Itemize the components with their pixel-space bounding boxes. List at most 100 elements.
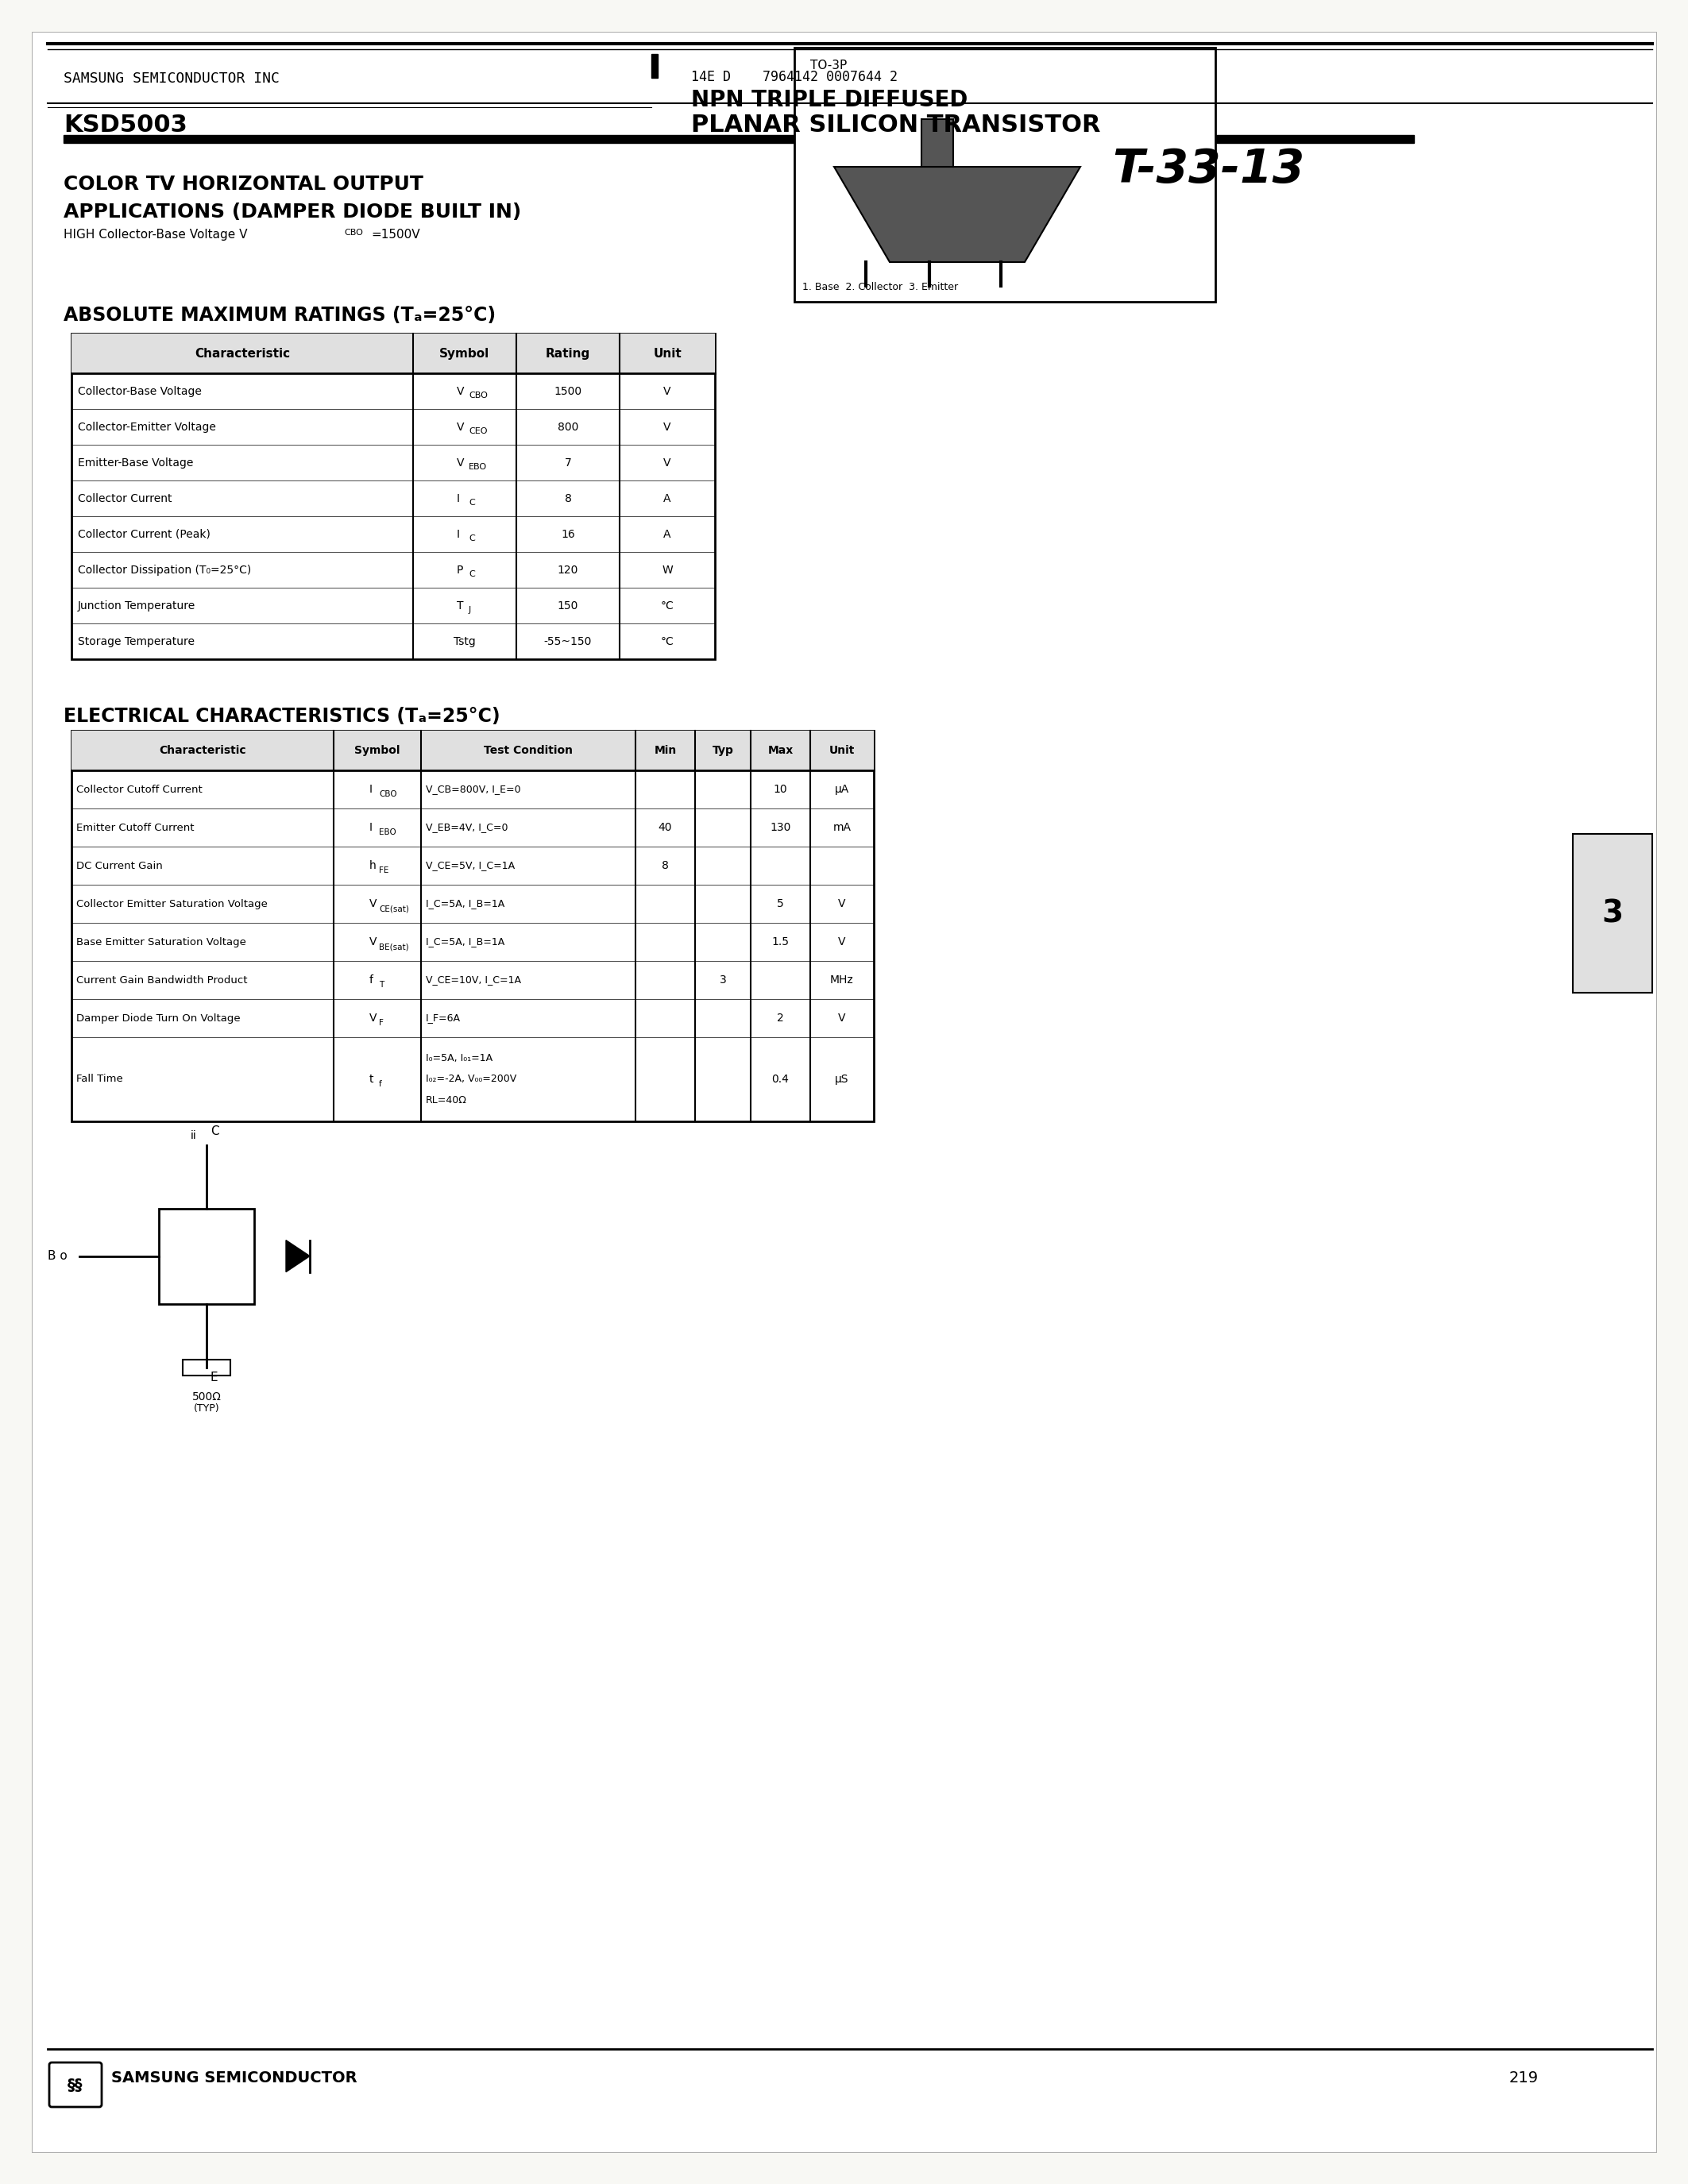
- Text: I: I: [370, 821, 373, 832]
- Text: Rating: Rating: [545, 347, 591, 360]
- Text: 130: 130: [770, 821, 792, 832]
- Text: μA: μA: [836, 784, 849, 795]
- Text: P: P: [457, 563, 464, 574]
- Text: 5: 5: [776, 898, 783, 909]
- Text: C: C: [469, 498, 474, 507]
- Text: 8: 8: [564, 494, 572, 505]
- Text: V: V: [370, 937, 376, 948]
- Polygon shape: [285, 1241, 311, 1271]
- Text: ABSOLUTE MAXIMUM RATINGS (Tₐ=25°C): ABSOLUTE MAXIMUM RATINGS (Tₐ=25°C): [64, 306, 496, 325]
- Text: V_CE=5V, I_C=1A: V_CE=5V, I_C=1A: [425, 860, 515, 871]
- Text: PLANAR SILICON TRANSISTOR: PLANAR SILICON TRANSISTOR: [690, 114, 1101, 138]
- Bar: [922, 55, 927, 79]
- Text: EBO: EBO: [378, 828, 397, 836]
- Text: Damper Diode Turn On Voltage: Damper Diode Turn On Voltage: [76, 1013, 240, 1024]
- Text: ii: ii: [191, 1129, 197, 1140]
- Text: V: V: [370, 1013, 376, 1024]
- Text: Emitter-Base Voltage: Emitter-Base Voltage: [78, 456, 194, 467]
- Text: V: V: [663, 422, 672, 432]
- Text: T: T: [378, 981, 383, 989]
- Text: Collector-Base Voltage: Collector-Base Voltage: [78, 387, 201, 397]
- Text: KSD5003: KSD5003: [64, 114, 187, 138]
- Text: 150: 150: [557, 601, 579, 612]
- Text: V: V: [663, 387, 672, 397]
- Text: HIGH Collector-Base Voltage V: HIGH Collector-Base Voltage V: [64, 229, 248, 240]
- Text: Characteristic: Characteristic: [194, 347, 290, 360]
- Bar: [1573, 834, 1653, 994]
- Text: APPLICATIONS (DAMPER DIODE BUILT IN): APPLICATIONS (DAMPER DIODE BUILT IN): [64, 203, 522, 221]
- Text: I₀₂=-2A, V₀₀=200V: I₀₂=-2A, V₀₀=200V: [425, 1075, 517, 1083]
- Text: 10: 10: [773, 784, 787, 795]
- Bar: [159, 1208, 255, 1304]
- Text: Collector Emitter Saturation Voltage: Collector Emitter Saturation Voltage: [76, 898, 268, 909]
- Bar: [71, 334, 716, 660]
- Text: W: W: [662, 563, 674, 574]
- Text: CE(sat): CE(sat): [378, 904, 408, 913]
- Text: 1.5: 1.5: [771, 937, 790, 948]
- Text: 40: 40: [658, 821, 672, 832]
- Text: I_F=6A: I_F=6A: [425, 1013, 461, 1024]
- Text: Tstg: Tstg: [454, 636, 476, 646]
- Text: 3: 3: [719, 974, 726, 985]
- Text: Junction Temperature: Junction Temperature: [78, 601, 196, 612]
- Text: V: V: [457, 422, 464, 432]
- Text: Collector Current (Peak): Collector Current (Peak): [78, 529, 211, 539]
- Text: Collector Dissipation (T₀=25°C): Collector Dissipation (T₀=25°C): [78, 563, 252, 574]
- Text: CBO: CBO: [469, 391, 488, 400]
- Text: I: I: [457, 494, 459, 505]
- Text: Test Condition: Test Condition: [484, 745, 572, 756]
- Text: V_EB=4V, I_C=0: V_EB=4V, I_C=0: [425, 823, 508, 832]
- Text: B o: B o: [47, 1249, 68, 1262]
- Text: CEO: CEO: [469, 426, 488, 435]
- Text: 7: 7: [564, 456, 572, 467]
- Bar: [71, 334, 716, 373]
- Bar: [182, 1358, 230, 1376]
- Bar: [652, 55, 658, 79]
- Text: t: t: [370, 1075, 373, 1085]
- Text: 16: 16: [560, 529, 576, 539]
- Text: °C: °C: [660, 601, 674, 612]
- Text: 120: 120: [557, 563, 579, 574]
- Text: FE: FE: [378, 867, 388, 874]
- Text: =1500V: =1500V: [371, 229, 420, 240]
- Text: Base Emitter Saturation Voltage: Base Emitter Saturation Voltage: [76, 937, 246, 948]
- Text: C: C: [469, 535, 474, 542]
- Text: f: f: [378, 1079, 381, 1088]
- Text: Collector Current: Collector Current: [78, 494, 172, 505]
- Text: Symbol: Symbol: [439, 347, 490, 360]
- Text: -55~150: -55~150: [544, 636, 592, 646]
- Text: f: f: [370, 974, 373, 985]
- Text: 219: 219: [1509, 2070, 1539, 2086]
- Text: EBO: EBO: [469, 463, 488, 470]
- Text: Unit: Unit: [653, 347, 682, 360]
- Bar: [71, 732, 874, 771]
- Text: C: C: [469, 570, 474, 579]
- Text: 1. Base  2. Collector  3. Emitter: 1. Base 2. Collector 3. Emitter: [802, 282, 959, 293]
- Text: V: V: [839, 898, 846, 909]
- Bar: [71, 732, 874, 1120]
- Text: 800: 800: [557, 422, 579, 432]
- Polygon shape: [834, 166, 1080, 262]
- Text: F: F: [378, 1020, 383, 1026]
- Text: 1500: 1500: [554, 387, 582, 397]
- Text: COLOR TV HORIZONTAL OUTPUT: COLOR TV HORIZONTAL OUTPUT: [64, 175, 424, 194]
- Text: V: V: [839, 937, 846, 948]
- Text: A: A: [663, 494, 672, 505]
- Text: C: C: [211, 1125, 219, 1138]
- Text: Collector Cutoff Current: Collector Cutoff Current: [76, 784, 203, 795]
- Text: V: V: [370, 898, 376, 909]
- Text: 7964142 0007644 2: 7964142 0007644 2: [763, 70, 898, 85]
- Text: A: A: [663, 529, 672, 539]
- Text: V_CE=10V, I_C=1A: V_CE=10V, I_C=1A: [425, 974, 522, 985]
- Text: ELECTRICAL CHARACTERISTICS (Tₐ=25°C): ELECTRICAL CHARACTERISTICS (Tₐ=25°C): [64, 708, 500, 725]
- Text: I₀=5A, I₀₁=1A: I₀=5A, I₀₁=1A: [425, 1053, 493, 1064]
- Text: V: V: [663, 456, 672, 467]
- Text: CBO: CBO: [344, 229, 363, 236]
- Text: TO-3P: TO-3P: [810, 59, 847, 72]
- Text: Fall Time: Fall Time: [76, 1075, 123, 1083]
- Text: NPN TRIPLE DIFFUSED: NPN TRIPLE DIFFUSED: [690, 90, 967, 111]
- Text: 14E D: 14E D: [690, 70, 731, 85]
- Text: E: E: [211, 1372, 218, 1382]
- Text: I_C=5A, I_B=1A: I_C=5A, I_B=1A: [425, 937, 505, 948]
- Text: BE(sat): BE(sat): [378, 943, 408, 950]
